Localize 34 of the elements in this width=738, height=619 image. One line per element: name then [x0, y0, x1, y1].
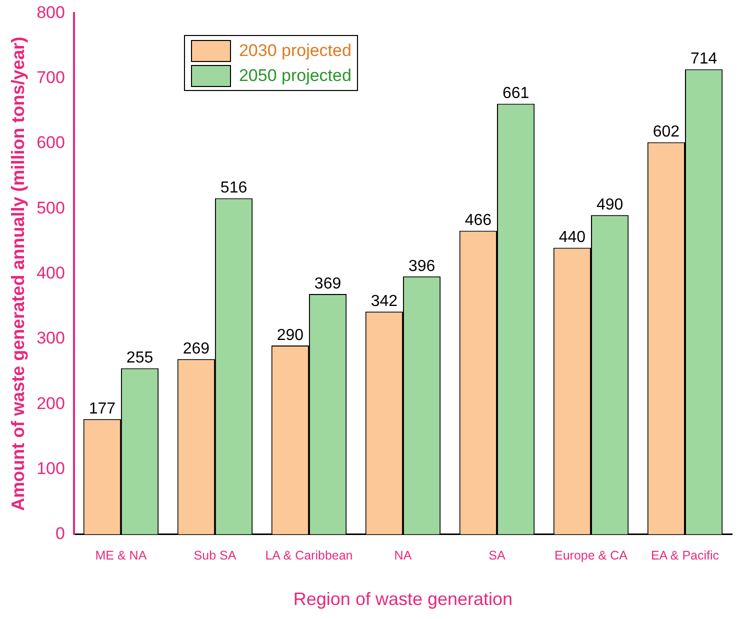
data-label: 440	[558, 229, 586, 246]
y-tick-label: 300	[36, 328, 65, 348]
y-tick-label: 0	[55, 524, 65, 544]
x-tick-label: Europe & CA	[554, 548, 628, 562]
x-axis-title: Region of waste generation	[293, 589, 513, 610]
y-tick-label: 400	[36, 263, 65, 282]
y-tick-label: 700	[36, 68, 65, 88]
y-tick-label: 500	[36, 198, 65, 218]
legend-label: 2050 projected	[238, 66, 352, 86]
data-label: 516	[220, 180, 248, 197]
data-label: 396	[408, 258, 436, 275]
y-tick-label: 200	[36, 394, 65, 413]
data-label: 369	[314, 275, 342, 292]
y-axis-title: Amount of waste generated annually (million tons/year)	[8, 36, 28, 511]
y-tick-label: 100	[36, 458, 65, 478]
x-tick-label: ME & NA	[95, 548, 148, 562]
data-label: 661	[502, 85, 530, 102]
y-tick-label: 800	[36, 2, 65, 22]
data-label: 342	[370, 292, 398, 310]
x-tick-label: LA & Caribbean	[265, 548, 353, 562]
x-tick-label: EA & Pacific	[650, 548, 720, 562]
data-label: 255	[126, 350, 154, 367]
data-label: 290	[276, 326, 304, 344]
data-label: 269	[182, 340, 210, 358]
data-label: 490	[596, 196, 624, 214]
data-label: 714	[690, 50, 718, 68]
x-tick-label: SA	[488, 548, 506, 562]
x-tick-label: NA	[394, 548, 412, 562]
data-label: 466	[464, 212, 492, 230]
x-tick-label: Sub SA	[194, 548, 237, 562]
y-tick-label: 600	[36, 133, 65, 152]
legend-label: 2030 projected	[238, 40, 352, 61]
data-label: 602	[652, 124, 680, 141]
data-label: 177	[88, 400, 116, 418]
